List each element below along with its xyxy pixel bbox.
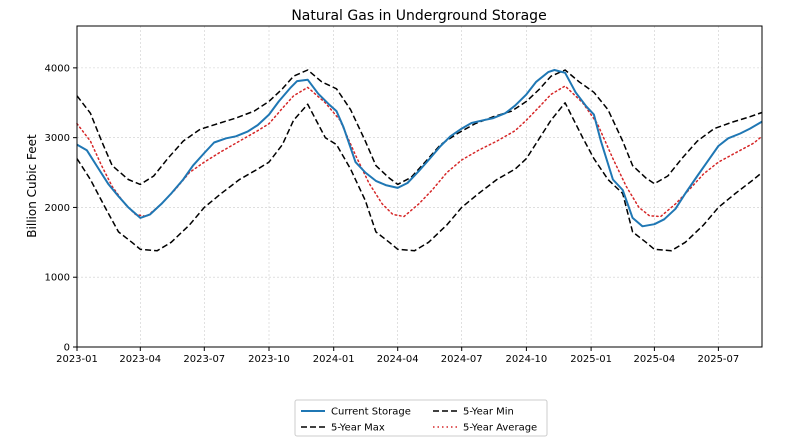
x-tick-label: 2023-07 <box>183 354 225 365</box>
x-tick-label: 2023-01 <box>56 354 98 365</box>
x-tick-label: 2023-10 <box>248 354 290 365</box>
y-tick-label: 2000 <box>45 203 70 214</box>
y-tick-label: 3000 <box>45 133 70 144</box>
y-tick-label: 1000 <box>45 273 70 284</box>
x-tick-label: 2024-10 <box>506 354 548 365</box>
legend-label: 5-Year Min <box>463 407 514 418</box>
series-line-current-storage <box>76 69 763 228</box>
legend-label: 5-Year Average <box>463 423 537 434</box>
axes: 0 1000 2000 3000 4000 2023-01 2023-04 2023-07 20… <box>45 63 740 365</box>
x-tick-label: 2024-07 <box>441 354 483 365</box>
x-tick-label: 2025-07 <box>697 354 739 365</box>
x-tick-label: 2023-04 <box>119 354 161 365</box>
legend-label: Current Storage <box>331 407 411 418</box>
legend-label: 5-Year Max <box>331 423 385 434</box>
chart-title: Natural Gas in Underground Storage <box>291 8 546 24</box>
x-tick-label: 2024-04 <box>377 354 419 365</box>
legend: Current Storage 5-Year Min 5-Year Max 5-Yea… <box>294 399 548 437</box>
x-tick-label: 2025-04 <box>633 354 675 365</box>
x-tick-label: 2024-01 <box>313 354 355 365</box>
series-line-5-year-max <box>76 69 763 186</box>
series-line-5-year-min <box>76 102 763 252</box>
y-axis-label: Billion Cubic Feet <box>25 134 39 238</box>
y-tick-label: 0 <box>64 343 70 354</box>
series-line-5-year-average <box>76 85 763 218</box>
plot-area-frame <box>76 25 763 348</box>
x-tick-label: 2025-01 <box>570 354 612 365</box>
legend-box <box>294 399 548 437</box>
series-lines <box>76 69 763 252</box>
grid <box>76 26 762 348</box>
y-tick-label: 4000 <box>45 63 70 74</box>
